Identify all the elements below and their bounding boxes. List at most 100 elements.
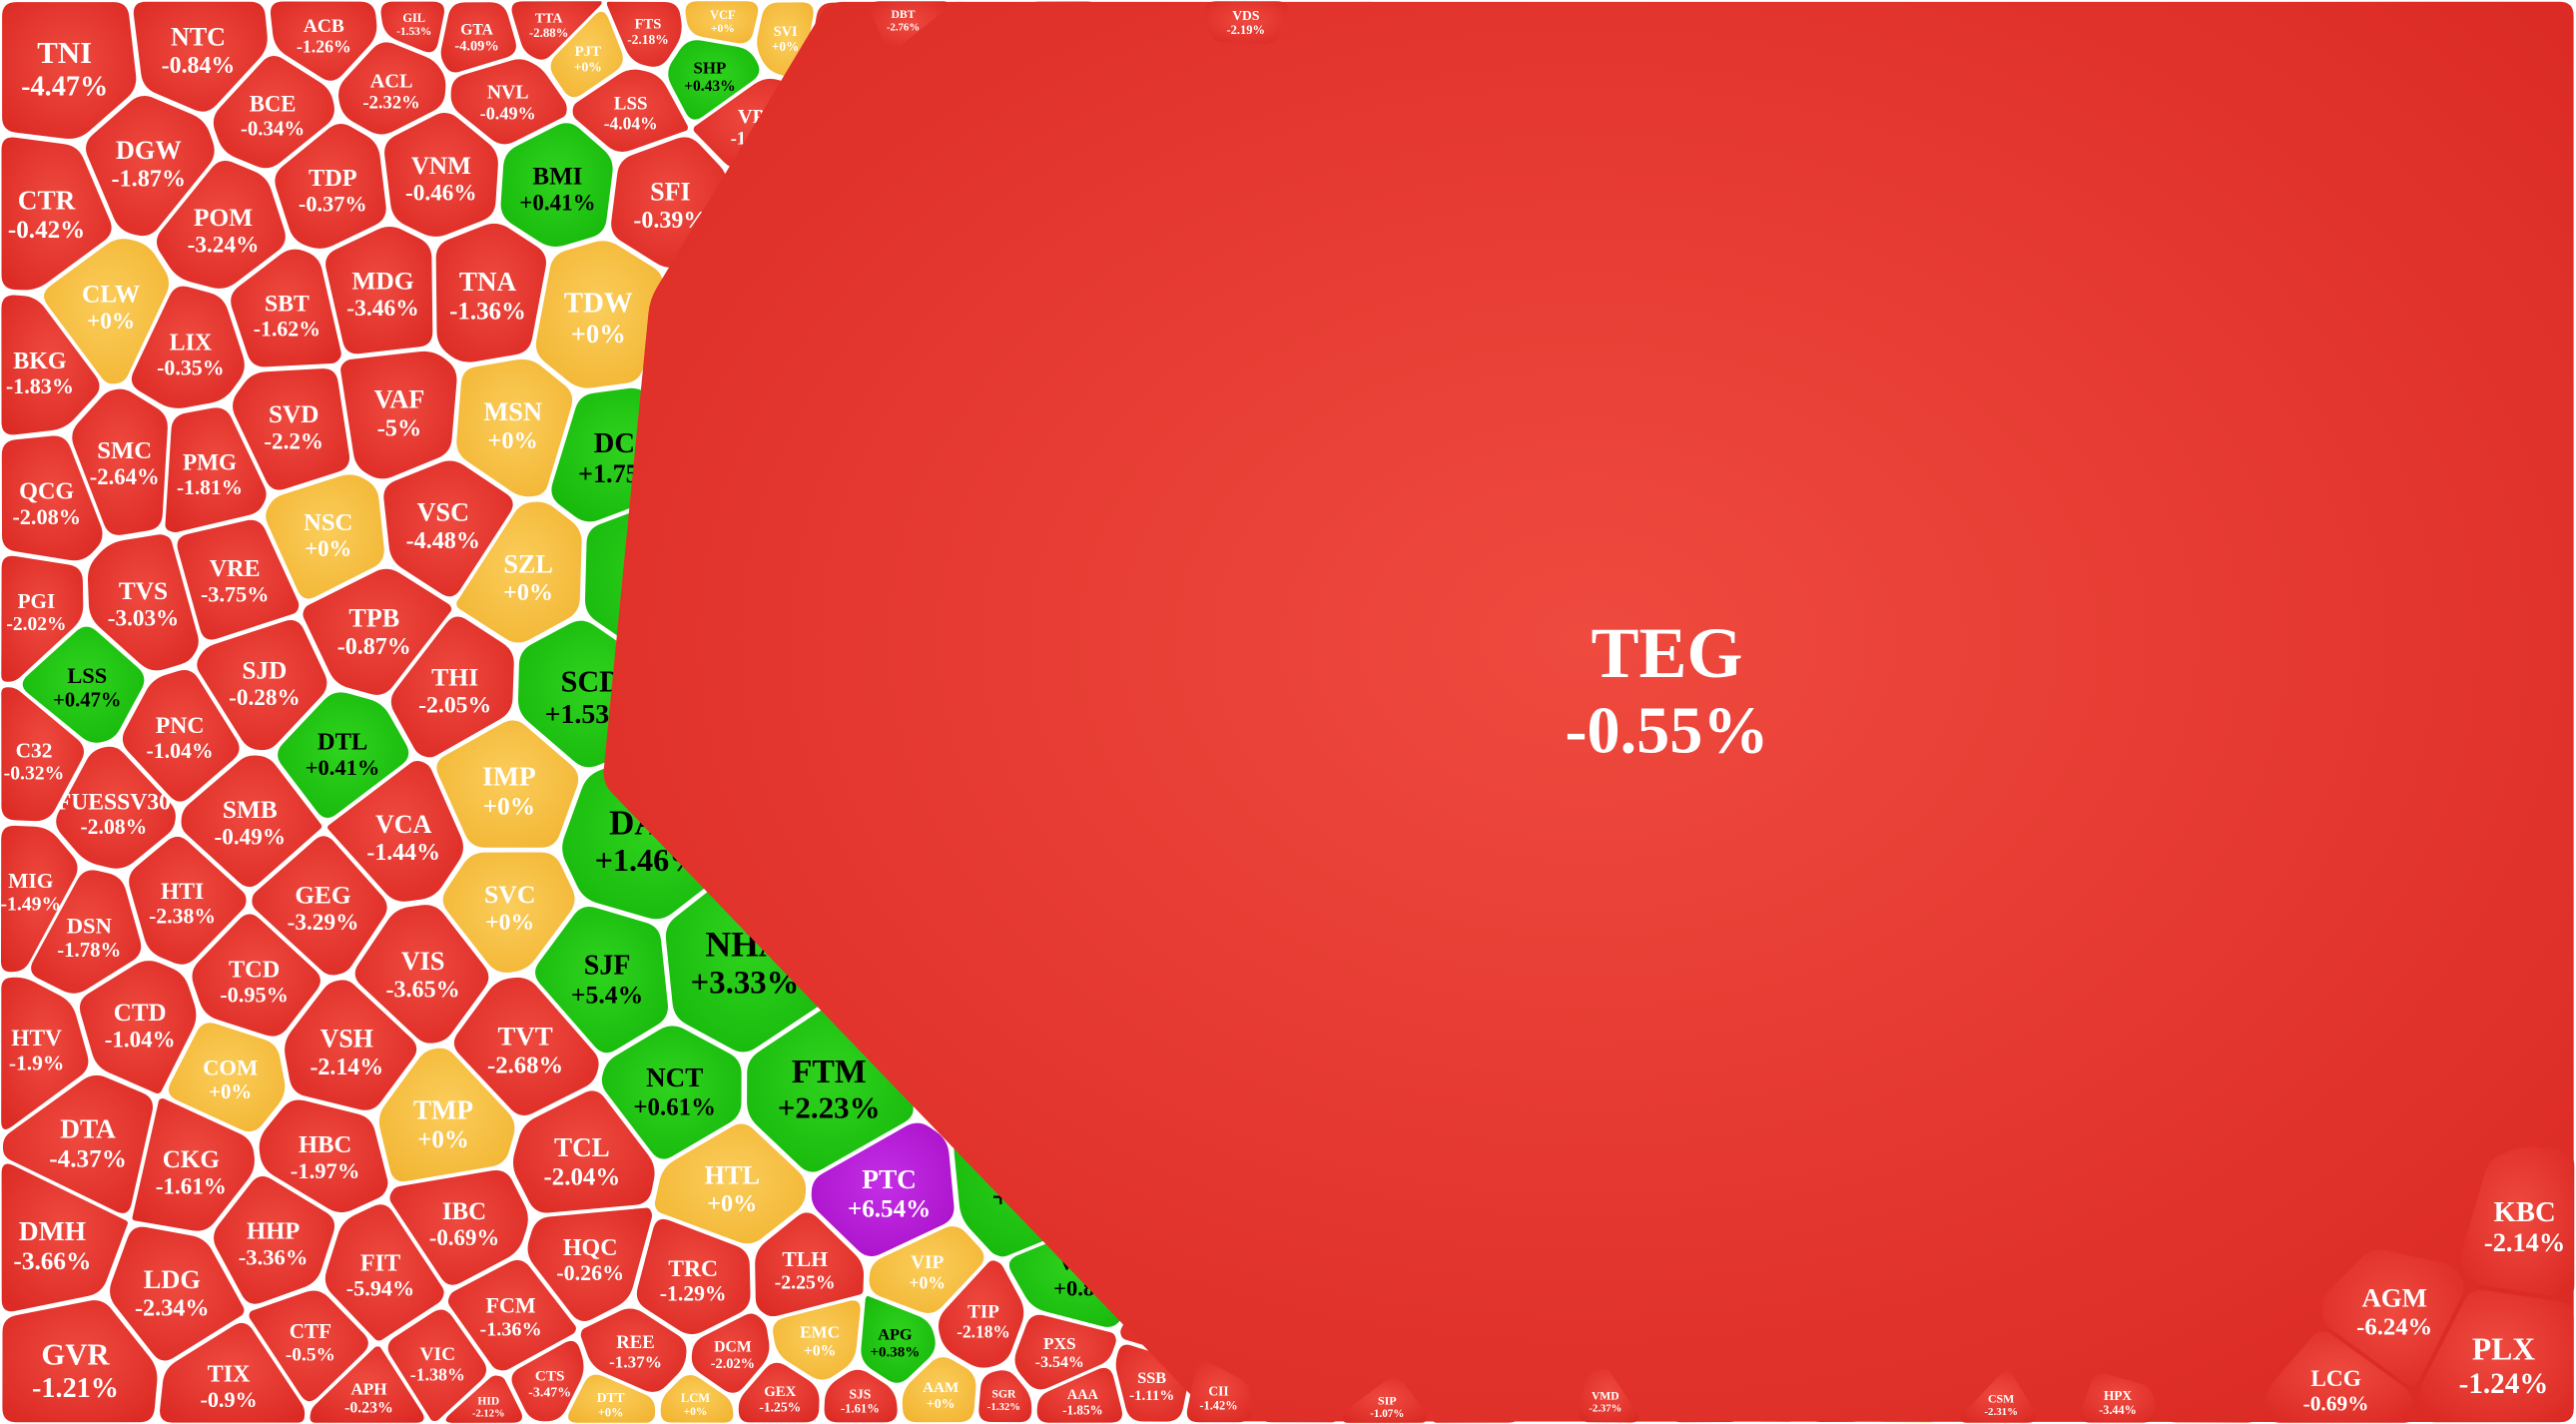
tile-bce[interactable]: BCE-0.34% [213,56,334,169]
tile-thi[interactable]: THI-2.05% [390,616,514,758]
tile-dmh[interactable]: DMH-3.66% [1,1163,128,1312]
tile-gex[interactable]: GEX-1.25% [738,1362,820,1423]
tile-hpx[interactable]: HPX-3.44% [2080,1373,2156,1423]
tile-nvl[interactable]: NVL-0.49% [450,59,567,145]
tile-vmd[interactable]: VMD-2.37% [1578,1368,1639,1423]
tile-smc[interactable]: SMC-2.64% [72,388,168,535]
tile-tlh[interactable]: TLH-2.25% [755,1212,865,1317]
tile-tvs[interactable]: TVS-3.03% [87,534,199,671]
tile-ptc[interactable]: PTC+6.54% [811,1122,955,1257]
tile-csm[interactable]: CSM-2.31% [1960,1371,2037,1423]
tile-sip[interactable]: SIP-1.07% [1343,1377,1427,1423]
tile-smb[interactable]: SMB-0.49% [181,755,322,888]
tile-lix[interactable]: LIX-0.35% [131,286,245,408]
tile-kbc[interactable]: KBC-2.14% [2460,1146,2575,1298]
tile-lss[interactable]: LSS+0.47% [22,626,145,743]
tile-tni[interactable]: TNI-4.47% [2,2,137,139]
tile-emc[interactable]: EMC+0% [773,1300,861,1380]
tile-nct[interactable]: NCT+0.61% [601,1026,742,1159]
tile-pmg[interactable]: PMG-1.81% [165,407,267,533]
tile-tix[interactable]: TIX-0.9% [160,1322,306,1423]
tile-dta[interactable]: DTA-4.37% [2,1074,154,1213]
tile-aam[interactable]: AAM+0% [902,1357,976,1423]
tile-bkg[interactable]: BKG-1.83% [1,295,100,435]
tile-lcm[interactable]: LCM+0% [660,1374,734,1423]
tile-nsc[interactable]: NSC+0% [266,474,384,599]
tile-acb[interactable]: ACB-1.26% [270,1,377,81]
tile-vcf[interactable]: VCF+0% [685,1,759,44]
tile-vds[interactable]: VDS-2.19% [1205,1,1288,44]
tile-hhp[interactable]: HHP-3.36% [214,1176,335,1304]
tile-pgi[interactable]: PGI-2.02% [1,555,84,682]
tile-fcm[interactable]: FCM-1.36% [447,1259,576,1371]
tile-ntc[interactable]: NTC-0.84% [133,1,268,112]
tile-pnc[interactable]: PNC-1.04% [122,670,240,802]
tile-vca[interactable]: VCA-1.44% [327,760,463,902]
tile-pom[interactable]: POM-3.24% [156,161,286,289]
tile-gta[interactable]: GTA-4.09% [440,2,516,73]
tile-tpb[interactable]: TPB-0.87% [303,568,452,695]
tile-sjs[interactable]: SJS-1.61% [824,1369,898,1423]
tile-dgw[interactable]: DGW-1.87% [86,96,215,237]
tile-tcl[interactable]: TCL-2.04% [512,1090,655,1213]
tile-gvr[interactable]: GVR-1.21% [2,1300,158,1423]
tile-pjt[interactable]: PJT+0% [550,11,623,98]
tile-vnm[interactable]: VNM-0.46% [384,113,498,237]
tile-svc[interactable]: SVC+0% [442,852,575,973]
tile-sgr[interactable]: SGR-1.32% [978,1370,1032,1423]
tile-cii[interactable]: CII-1.42% [1186,1361,1252,1423]
tile-shp[interactable]: SHP+0.43% [668,40,760,120]
tile-dsn[interactable]: DSN-1.78% [31,870,142,994]
tile-htl[interactable]: HTL+0% [654,1123,807,1244]
tile-vaf[interactable]: VAF-5% [340,351,457,479]
tile-cts[interactable]: CTS-3.47% [511,1340,584,1422]
tile-tna[interactable]: TNA-1.36% [435,223,546,362]
tile-qcg[interactable]: QCG-2.08% [1,435,103,561]
tile-sjd[interactable]: SJD-0.28% [197,620,327,751]
tile-tdw[interactable]: TDW+0% [535,241,663,388]
tile-ckg[interactable]: CKG-1.61% [132,1098,255,1231]
tile-vic[interactable]: VIC-1.38% [387,1309,487,1421]
tile-apg[interactable]: APG +0.38% [861,1295,936,1383]
tile-sjf[interactable]: SJF+5.4% [535,906,668,1054]
tile-mdg[interactable]: MDG-3.46% [325,226,433,355]
tile-geg[interactable]: GEG-3.29% [252,836,387,976]
tile-msn[interactable]: MSN+0% [456,358,573,497]
tile-dcm[interactable]: DCM-2.02% [691,1313,770,1393]
tile-teg[interactable]: TEG-0.55% [603,1,2574,1423]
tile-ldg[interactable]: LDG-2.34% [110,1226,245,1361]
tile-fts[interactable]: FTS-2.18% [606,1,682,67]
tile-svd[interactable]: SVD-2.2% [233,368,350,490]
tile-aph[interactable]: APH -0.23% [310,1346,424,1423]
tile-bmi[interactable]: BMI+0.41% [500,123,613,247]
tile-tmp[interactable]: TMP+0% [378,1048,515,1182]
tile-ctf[interactable]: CTF-0.5% [249,1290,368,1402]
tile-mig[interactable]: MIG-1.49% [0,825,78,973]
tile-hti[interactable]: HTI-2.38% [129,836,247,965]
tile-tcd[interactable]: TCD-0.95% [192,914,321,1037]
tile-vsh[interactable]: VSH-2.14% [285,980,417,1110]
tile-agm[interactable]: AGM-6.24% [2321,1249,2464,1385]
tile-ibc[interactable]: IBC-0.69% [389,1169,528,1285]
tile-gil[interactable]: GIL-1.53% [380,1,444,53]
tile-clw[interactable]: CLW+0% [44,239,169,384]
tile-vre[interactable]: VRE-3.75% [177,519,300,640]
tile-vip[interactable]: VIP+0% [869,1226,984,1313]
tile-hid[interactable]: HID-2.12% [445,1375,522,1423]
tile-com[interactable]: COM+0% [168,1023,286,1132]
tile-aaa[interactable]: AAA-1.85% [1036,1367,1122,1423]
tile-lcg[interactable]: LCG-0.69% [2264,1331,2415,1423]
tile-ctd[interactable]: CTD-1.04% [79,961,197,1093]
tile-ree[interactable]: REE-1.37% [580,1308,687,1392]
tile-c32[interactable]: C32-0.32% [1,687,85,822]
tile-vis[interactable]: VIS-3.65% [354,905,489,1044]
tile-imp[interactable]: IMP+0% [436,720,579,848]
tile-pxs[interactable]: PXS-3.54% [1014,1314,1116,1390]
tile-tvt[interactable]: TVT-2.68% [453,977,599,1115]
tile-tdp[interactable]: TDP-0.37% [275,124,386,249]
tile-plx[interactable]: PLX-1.24% [2418,1289,2574,1423]
tile-ctr[interactable]: CTR-0.42% [1,137,112,291]
tile-acl[interactable]: ACL-2.32% [338,42,446,135]
tile-dtt[interactable]: DTT+0% [568,1374,656,1423]
tile-hqc[interactable]: HQC-0.26% [527,1207,653,1321]
